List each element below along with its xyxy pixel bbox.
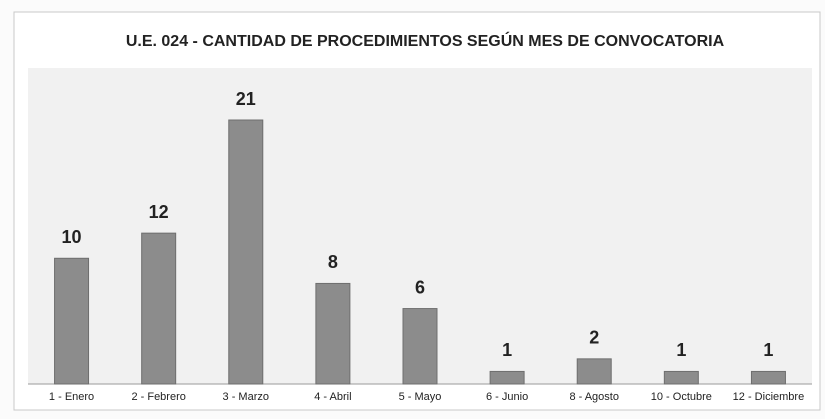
data-label: 10 [62,227,82,247]
x-tick-label: 3 - Marzo [223,391,269,403]
data-label: 1 [502,340,512,360]
x-tick-label: 1 - Enero [49,391,94,403]
x-tick-label: 8 - Agosto [569,391,619,403]
x-tick-label: 10 - Octubre [651,391,712,403]
x-tick-label: 4 - Abril [314,391,351,403]
bar [402,308,438,385]
bar [315,282,351,385]
chart-title: U.E. 024 - CANTIDAD DE PROCEDIMIENTOS SE… [126,31,725,50]
bar [141,232,177,385]
data-label: 2 [589,328,599,348]
x-tick-label: 2 - Febrero [131,391,185,403]
x-tick-label: 5 - Mayo [399,391,442,403]
bar [489,370,525,385]
x-tick-label: 12 - Diciembre [733,391,805,403]
bar [576,358,612,385]
data-label: 1 [676,340,686,360]
bar [663,370,699,385]
data-label: 8 [328,252,338,272]
bar [228,119,264,385]
data-label: 6 [415,277,425,297]
data-label: 1 [763,340,773,360]
data-label: 21 [236,89,256,109]
bar [750,370,786,385]
bar [54,257,90,385]
data-label: 12 [149,202,169,222]
x-tick-label: 6 - Junio [486,391,528,403]
